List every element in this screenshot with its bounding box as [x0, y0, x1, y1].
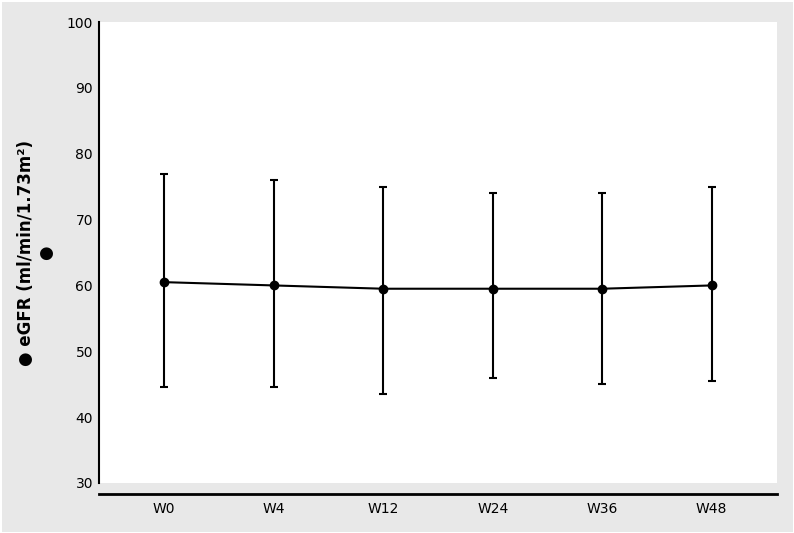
Y-axis label: ● eGFR (ml/min/1.73m²)
●: ● eGFR (ml/min/1.73m²) ● [17, 140, 56, 366]
